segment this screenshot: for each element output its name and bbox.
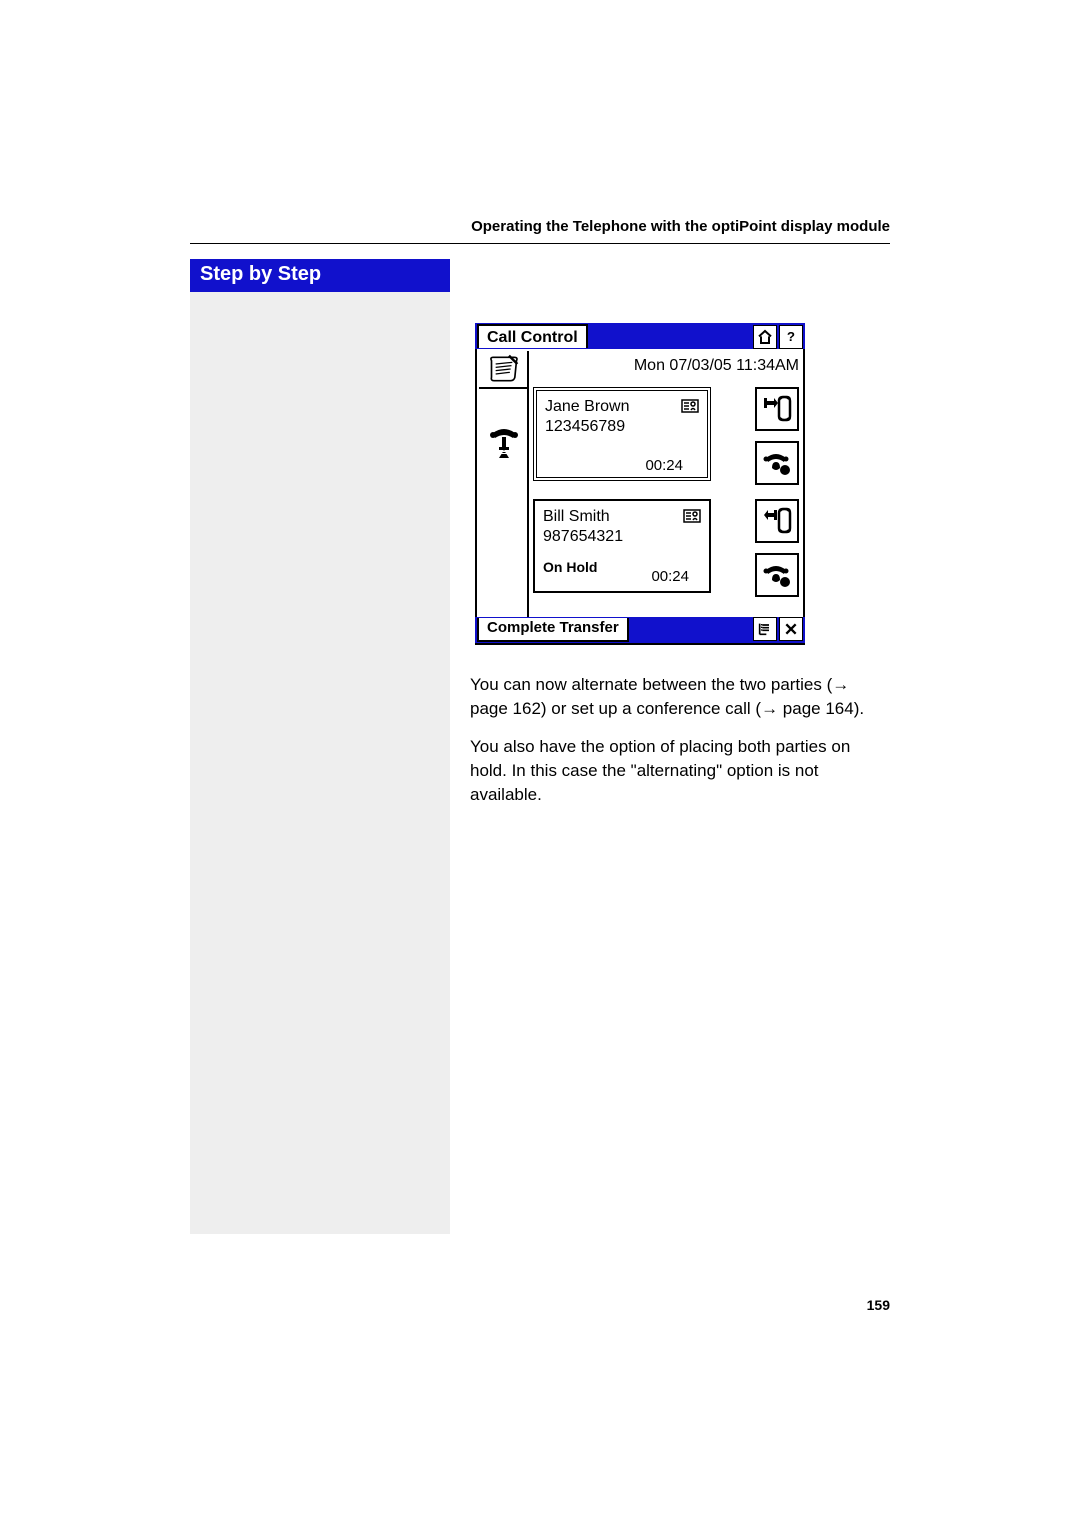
call-card[interactable]: Bill Smith 987654321 On Hold 00:24 [533, 499, 711, 593]
close-icon[interactable] [779, 617, 803, 641]
arrow-icon: → [761, 699, 778, 718]
step-by-step-sidebar: Step by Step [190, 259, 450, 1234]
arrow-icon: → [832, 675, 849, 694]
caller-number: 987654321 [543, 527, 701, 547]
running-header: Operating the Telephone with the optiPoi… [471, 218, 890, 235]
record-icon[interactable] [755, 441, 799, 485]
call-entry-1: Jane Brown 123456789 [533, 387, 799, 485]
list-icon[interactable] [753, 617, 777, 641]
page: Operating the Telephone with the optiPoi… [0, 0, 1080, 1528]
transfer-out-icon[interactable] [755, 499, 799, 543]
instruction-paragraph-1: You can now alternate between the two pa… [470, 673, 880, 721]
display-left-rail [479, 351, 529, 617]
text: page 162) or set up a conference call ( [470, 699, 761, 718]
call-duration: 00:24 [533, 457, 711, 474]
contact-card-icon [681, 399, 699, 413]
header-rule [190, 243, 890, 244]
text: page 164). [778, 699, 864, 718]
caller-name: Bill Smith [543, 507, 701, 527]
transfer-in-icon[interactable] [755, 387, 799, 431]
contact-card-icon [683, 509, 701, 523]
phone-display: Call Control ? [475, 323, 805, 645]
datetime: Mon 07/03/05 11:34AM [634, 357, 799, 375]
entry-side-buttons [755, 387, 799, 495]
help-icon[interactable]: ? [779, 325, 803, 349]
page-number: 159 [867, 1297, 890, 1313]
notes-icon[interactable] [487, 354, 521, 384]
entry-side-buttons [755, 499, 799, 607]
text: You can now alternate between the two pa… [470, 675, 832, 694]
caller-name: Jane Brown [545, 397, 699, 417]
home-icon[interactable] [753, 325, 777, 349]
display-main-area: Mon 07/03/05 11:34AM Jane Brown 12345678… [531, 349, 801, 617]
display-body: Mon 07/03/05 11:34AM Jane Brown 12345678… [475, 349, 805, 617]
svg-text:?: ? [787, 329, 795, 344]
call-duration: 00:24 [651, 568, 689, 585]
sidebar-title: Step by Step [190, 259, 450, 292]
handset-icon[interactable] [489, 427, 519, 459]
caller-number: 123456789 [545, 417, 699, 437]
display-bottombar: Complete Transfer [475, 617, 805, 643]
display-topbar: Call Control ? [475, 323, 805, 349]
bottombar-tab-complete-transfer[interactable]: Complete Transfer [477, 618, 629, 642]
topbar-tab-call-control[interactable]: Call Control [477, 324, 588, 348]
record-icon[interactable] [755, 553, 799, 597]
instruction-paragraph-2: You also have the option of placing both… [470, 735, 880, 807]
main-content: Call Control ? [470, 323, 880, 807]
call-entry-2: Bill Smith 987654321 On Hold 00:24 [533, 499, 799, 597]
rail-divider [479, 387, 527, 389]
